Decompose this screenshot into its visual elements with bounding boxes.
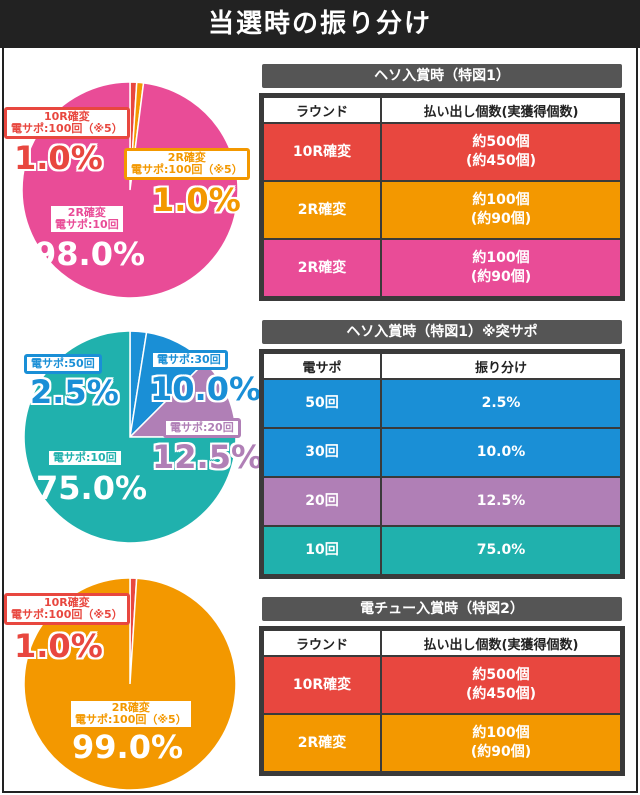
table1-payout-net: (約90個) — [470, 211, 532, 227]
table2: 電サポ 振り分け 50回 2.5% 30回 10.0% 20回 12.5% 10… — [259, 349, 625, 579]
table-row: 2R確変 約100個 (約90個) — [262, 713, 622, 773]
pie3-label-10r: 10R確変 電サポ:100回（※5） — [4, 593, 130, 625]
table-row: 30回 10.0% — [262, 427, 622, 478]
table-row: 10R確変 約500個 (約450個) — [262, 122, 622, 182]
table2-cell-count: 10回 — [262, 525, 382, 576]
table1-cell-payout: 約500個 (約450個) — [380, 122, 622, 182]
pie3-label-2r-line1: 2R確変 — [111, 701, 150, 714]
table2-cell-ratio: 2.5% — [380, 378, 622, 429]
table1-payout-main: 約100個 — [472, 250, 530, 266]
pie3-label-2r: 2R確変 電サポ:100回（※5） — [68, 698, 194, 730]
pie2-label-20-text: 電サポ:20回 — [170, 421, 234, 434]
table1-cell-round: 10R確変 — [262, 122, 382, 182]
table3-col-round: ラウンド — [262, 629, 382, 657]
pie3-label-10r-line2: 電サポ:100回（※5） — [11, 608, 123, 621]
pie2-label-30-text: 電サポ:30回 — [157, 353, 221, 366]
pie2-label-50: 電サポ:50回 — [24, 354, 102, 374]
pie3-value-2r: 99.0% — [72, 728, 184, 766]
table1-payout-net: (約90個) — [470, 269, 532, 285]
table3-header-row: ラウンド 払い出し個数(実獲得個数) — [262, 629, 622, 657]
table3-cell-round: 10R確変 — [262, 655, 382, 715]
table2-title: ヘソ入賞時（特図1）※突サポ — [262, 320, 622, 344]
table-row: 10R確変 約500個 (約450個) — [262, 655, 622, 715]
pie2-label-20: 電サポ:20回 — [163, 418, 241, 438]
table1-payout-main: 約500個 — [472, 134, 530, 150]
pie1-label-2r-b-line2: 電サポ:10回 — [55, 218, 119, 231]
table2-cell-ratio: 12.5% — [380, 476, 622, 527]
table-row: 2R確変 約100個 (約90個) — [262, 238, 622, 298]
table3-payout-main: 約100個 — [472, 725, 530, 741]
table1-col-payout: 払い出し個数(実獲得個数) — [380, 96, 622, 124]
table3: ラウンド 払い出し個数(実獲得個数) 10R確変 約500個 (約450個) 2R… — [259, 626, 625, 776]
table2-header-row: 電サポ 振り分け — [262, 352, 622, 380]
table3-col-payout: 払い出し個数(実獲得個数) — [380, 629, 622, 657]
table1-cell-payout: 約100個 (約90個) — [380, 238, 622, 298]
pie1-label-10r: 10R確変 電サポ:100回（※5） — [4, 107, 130, 139]
table3-title: 電チュー入賞時（特図2） — [262, 597, 622, 621]
table3-cell-round: 2R確変 — [262, 713, 382, 773]
table1-cell-round: 2R確変 — [262, 238, 382, 298]
pie2-value-10: 75.0% — [36, 469, 148, 507]
table2-cell-count: 50回 — [262, 378, 382, 429]
table1-payout-main: 約100個 — [472, 192, 530, 208]
pie3-value-10r: 1.0% — [14, 627, 103, 665]
table2-cell-ratio: 75.0% — [380, 525, 622, 576]
table2-cell-count: 30回 — [262, 427, 382, 478]
pie1-label-2r-a-line2: 電サポ:100回（※5） — [131, 163, 243, 176]
table2-col-ratio: 振り分け — [380, 352, 622, 380]
pie1-label-2r-b: 2R確変 電サポ:10回 — [48, 203, 126, 235]
table3-payout-main: 約500個 — [472, 667, 530, 683]
table2-cell-ratio: 10.0% — [380, 427, 622, 478]
pie1-value-10r: 1.0% — [14, 139, 103, 177]
pie2-value-20: 12.5% — [152, 438, 264, 476]
table1-cell-round: 2R確変 — [262, 180, 382, 240]
pie1-label-10r-line1: 10R確変 — [43, 110, 90, 123]
pie1-value-2r-a: 1.0% — [152, 181, 241, 219]
pie2-value-30: 10.0% — [150, 370, 262, 408]
table1-title: ヘソ入賞時（特図1） — [262, 64, 622, 88]
table-row: 50回 2.5% — [262, 378, 622, 429]
pie3-label-2r-line2: 電サポ:100回（※5） — [75, 713, 187, 726]
table1-header-row: ラウンド 払い出し個数(実獲得個数) — [262, 96, 622, 124]
table1-payout-net: (約450個) — [465, 153, 537, 169]
table3-cell-payout: 約100個 (約90個) — [380, 713, 622, 773]
table-row: 20回 12.5% — [262, 476, 622, 527]
table1: ラウンド 払い出し個数(実獲得個数) 10R確変 約500個 (約450個) 2R… — [259, 93, 625, 301]
pie2-label-10-text: 電サポ:10回 — [53, 451, 117, 464]
pie1-label-10r-line2: 電サポ:100回（※5） — [11, 122, 123, 135]
table3-cell-payout: 約500個 (約450個) — [380, 655, 622, 715]
pie2-label-10: 電サポ:10回 — [46, 448, 124, 468]
pie1-label-2r-b-line1: 2R確変 — [67, 206, 106, 219]
pie1-label-2r-a: 2R確変 電サポ:100回（※5） — [124, 148, 250, 180]
pie2-label-50-text: 電サポ:50回 — [31, 357, 95, 370]
table1-col-round: ラウンド — [262, 96, 382, 124]
pie1-label-2r-a-line1: 2R確変 — [167, 151, 206, 164]
pie2-label-30: 電サポ:30回 — [150, 350, 228, 370]
table1-cell-payout: 約100個 (約90個) — [380, 180, 622, 240]
table-row: 10回 75.0% — [262, 525, 622, 576]
table2-cell-count: 20回 — [262, 476, 382, 527]
page-title: 当選時の振り分け — [0, 0, 640, 48]
pie1-value-2r-b: 98.0% — [34, 235, 146, 273]
pie2-value-50: 2.5% — [30, 373, 119, 411]
table3-payout-net: (約450個) — [465, 686, 537, 702]
pie3-label-10r-line1: 10R確変 — [43, 596, 90, 609]
table-row: 2R確変 約100個 (約90個) — [262, 180, 622, 240]
table3-payout-net: (約90個) — [470, 744, 532, 760]
table2-col-densapo: 電サポ — [262, 352, 382, 380]
